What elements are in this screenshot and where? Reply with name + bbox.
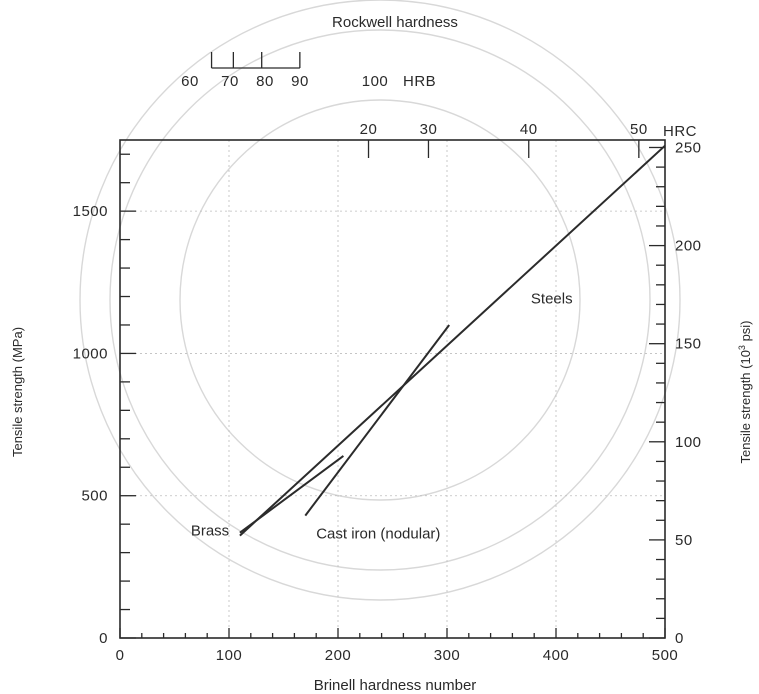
series-lines: Steels Brass Cast iron (nodular) <box>191 144 666 542</box>
hrb-tick-label: 60 <box>181 73 199 90</box>
y-right-tick-label: 50 <box>675 532 693 549</box>
y-axis-right-title-prefix: Tensile strength (10 <box>738 350 753 463</box>
hrb-tick-label: 90 <box>291 73 309 90</box>
y-right-tick-label: 100 <box>675 434 702 451</box>
x-tick-label: 500 <box>652 647 679 664</box>
hrc-tick-label: 20 <box>360 121 378 138</box>
hrc-tick-label: 30 <box>420 121 438 138</box>
grid-lines <box>120 140 665 638</box>
y-axis-right-ticks: 0 50 100 150 200 250 <box>649 139 702 647</box>
watermark-ring <box>109 29 651 571</box>
y-axis-right-title: Tensile strength (103 psi) <box>737 320 753 463</box>
series-label-steels: Steels <box>531 291 573 308</box>
series-label-brass: Brass <box>191 523 229 540</box>
hrb-tick-label: 80 <box>256 73 274 90</box>
hrb-scale: 60 70 80 90 100 <box>181 52 388 90</box>
x-tick-label: 200 <box>325 647 352 664</box>
series-label-cast: Cast iron (nodular) <box>316 525 440 542</box>
hrb-tick-label: 100 <box>362 73 389 90</box>
seal-watermark <box>79 0 681 601</box>
y-axis-left-title: Tensile strength (MPa) <box>10 327 25 457</box>
hrc-unit-label: HRC <box>663 123 697 140</box>
hrb-tick-label: 70 <box>221 73 239 90</box>
series-line-steels <box>239 144 666 537</box>
y-left-tick-label: 1000 <box>73 345 108 362</box>
x-tick-label: 100 <box>216 647 243 664</box>
y-right-tick-label: 0 <box>675 630 684 647</box>
x-tick-label: 0 <box>116 647 125 664</box>
x-tick-label: 300 <box>434 647 461 664</box>
rockwell-axis-title: Rockwell hardness <box>332 14 458 31</box>
watermark-ring <box>79 0 681 601</box>
y-axis-right-title-exponent: 3 <box>737 345 747 350</box>
y-axis-left-ticks: 0 500 1000 1500 <box>73 153 136 647</box>
hrc-scale-ticks: 20 30 40 50 <box>360 121 648 158</box>
x-tick-label: 400 <box>543 647 570 664</box>
y-left-tick-label: 0 <box>99 630 108 647</box>
hrc-tick-label: 50 <box>630 121 648 138</box>
watermark-ring <box>179 99 581 501</box>
y-left-tick-label: 500 <box>81 488 108 505</box>
hrc-tick-label: 40 <box>520 121 538 138</box>
series-line-brass <box>239 455 344 534</box>
hrb-unit-label: HRB <box>403 73 436 90</box>
series-line-cast <box>304 324 450 517</box>
y-right-tick-label: 250 <box>675 139 702 156</box>
x-axis-title: Brinell hardness number <box>314 677 477 694</box>
y-right-tick-label: 200 <box>675 238 702 255</box>
plot-area-frame <box>119 139 666 639</box>
y-axis-right-title-suffix: psi) <box>738 320 753 345</box>
y-right-tick-label: 150 <box>675 336 702 353</box>
x-axis-ticks: 0 100 200 300 400 500 <box>116 628 679 664</box>
y-left-tick-label: 1500 <box>73 203 108 220</box>
